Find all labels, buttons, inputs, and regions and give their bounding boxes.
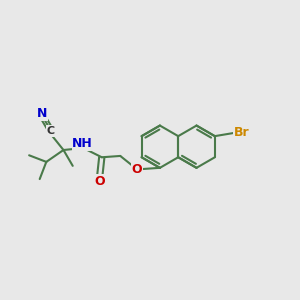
Text: N: N: [37, 107, 47, 120]
Text: O: O: [94, 175, 105, 188]
Text: C: C: [46, 126, 54, 136]
Text: Br: Br: [233, 126, 249, 139]
Text: NH: NH: [72, 137, 93, 150]
Text: O: O: [131, 163, 142, 176]
